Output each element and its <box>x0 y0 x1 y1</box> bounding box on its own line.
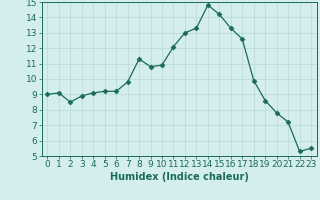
X-axis label: Humidex (Indice chaleur): Humidex (Indice chaleur) <box>110 172 249 182</box>
